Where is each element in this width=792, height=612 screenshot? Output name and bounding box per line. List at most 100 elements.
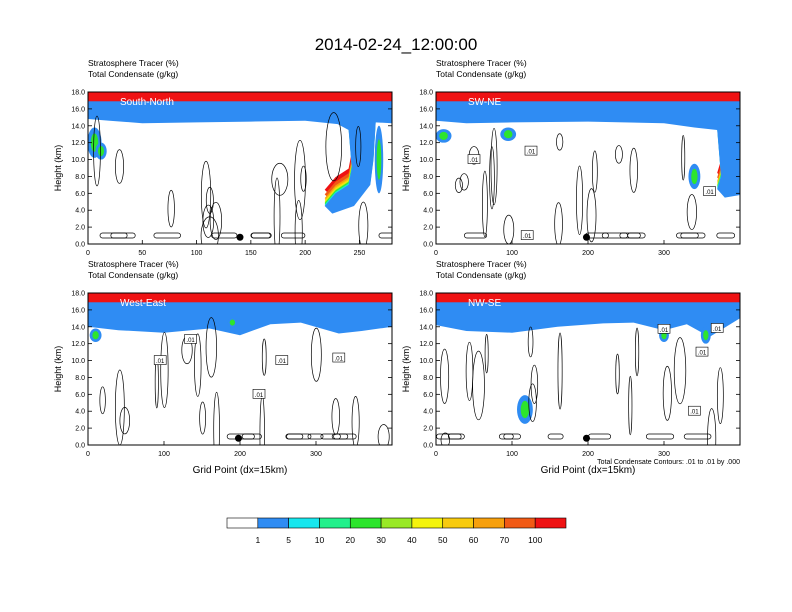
condensate-contour (614, 145, 623, 164)
location-marker (582, 233, 590, 241)
x-tick-label: 0 (86, 451, 90, 458)
x-axis-label: Grid Point (dx=15km) (541, 465, 636, 476)
condensate-contour (273, 177, 281, 244)
y-tick-label: 8.0 (75, 174, 85, 181)
y-tick-label: 18.0 (419, 291, 433, 298)
x-tick-label: 0 (434, 250, 438, 257)
y-tick-label: 18.0 (419, 90, 433, 97)
condensate-contour (294, 200, 303, 244)
x-axis-label: Grid Point (dx=15km) (193, 465, 288, 476)
colorbar-label: 40 (407, 535, 417, 545)
condensate-contour (331, 398, 340, 435)
tracer-top-band (88, 92, 392, 102)
surface-contour (547, 433, 564, 440)
y-tick-label: 2.0 (75, 225, 85, 232)
y-tick-label: 10.0 (419, 157, 433, 164)
y-tick-label: 2.0 (423, 426, 433, 433)
tracer-feature-core-2 (229, 319, 236, 326)
y-tick-label: 10.0 (71, 157, 85, 164)
surface-contour (307, 433, 324, 440)
y-axis-label: Height (km) (53, 145, 63, 192)
y-tick-label: 16.0 (419, 307, 433, 314)
plot-area (88, 92, 392, 244)
colorbar-swatch-6 (380, 517, 413, 529)
y-tick-label: 6.0 (75, 392, 85, 399)
condensate-contour (681, 134, 686, 181)
contour-label: .01 (705, 190, 714, 196)
y-tick-label: 12.0 (71, 341, 85, 348)
tracer-feature-core-1 (520, 400, 530, 419)
condensate-contour (199, 401, 206, 435)
contour-label: .01 (698, 351, 707, 357)
condensate-contour (200, 160, 212, 229)
condensate-contour (628, 375, 633, 436)
surface-contour (241, 433, 262, 440)
condensate-contour (673, 337, 687, 405)
y-tick-label: 4.0 (75, 409, 85, 416)
condensate-contour (119, 407, 130, 435)
condensate-contour (530, 364, 539, 404)
surface-contour (627, 232, 646, 239)
x-tick-label: 0 (86, 250, 90, 257)
condensate-contour (377, 424, 390, 445)
condensate-contour (205, 317, 217, 378)
condensate-contour (459, 173, 469, 191)
x-tick-label: 100 (191, 250, 203, 257)
condensate-contour (527, 326, 534, 358)
colorbar-label: 30 (376, 535, 386, 545)
condensate-contour (472, 350, 485, 421)
contour-label-box (657, 324, 671, 334)
panel-label: West-East (120, 298, 166, 309)
colorbar-label: 50 (438, 535, 448, 545)
y-tick-label: 4.0 (423, 409, 433, 416)
contour-label: .01 (523, 234, 532, 240)
panel-2: .01 .01 .01 .01 SW-NE Stratosphere Tracer (%)… (401, 58, 741, 257)
y-tick-label: 16.0 (71, 307, 85, 314)
condensate-contour (686, 194, 697, 230)
panel-title-line: Stratosphere Tracer (%) (88, 58, 179, 68)
y-tick-label: 14.0 (71, 123, 85, 130)
contour-label-box (184, 334, 197, 344)
colorbar-swatch-2 (257, 517, 289, 529)
x-tick-label: 300 (658, 451, 670, 458)
y-tick-label: 6.0 (423, 191, 433, 198)
y-tick-label: 16.0 (71, 106, 85, 113)
colorbar-label: 100 (528, 535, 542, 545)
y-tick-label: 12.0 (419, 341, 433, 348)
x-tick-label: 200 (582, 250, 594, 257)
tracer-feature-core-3 (376, 139, 382, 180)
condensate-contour (554, 202, 563, 244)
condensate-contour (440, 348, 450, 404)
panel-1: South-North Stratosphere Tracer (%)Total … (53, 58, 393, 257)
condensate-contour (355, 126, 362, 167)
y-tick-label: 0.0 (423, 242, 433, 249)
contour-footnote: Total Condensate Contours: .01 to .01 by… (597, 459, 740, 466)
plot-area: .01 .01 .01 .01 (436, 293, 740, 445)
y-tick-label: 4.0 (75, 208, 85, 215)
contour-label: .01 (278, 359, 287, 365)
condensate-contour (615, 353, 620, 395)
contour-label: .01 (335, 357, 344, 363)
condensate-contour (629, 147, 638, 193)
y-axis-label: Height (km) (401, 346, 411, 393)
panel-title-line: Stratosphere Tracer (%) (88, 259, 179, 269)
x-tick-label: 300 (658, 250, 670, 257)
tracer-band-10 (436, 92, 740, 198)
tracer-band-10 (88, 92, 392, 214)
y-tick-label: 14.0 (419, 324, 433, 331)
panel-title-line: Total Condensate (g/kg) (88, 69, 178, 79)
plot-area: .01 .01 .01 .01 (436, 92, 740, 244)
y-tick-label: 12.0 (71, 140, 85, 147)
condensate-contour (707, 408, 717, 445)
contour-label: .01 (660, 328, 669, 334)
tracer-band-10 (88, 293, 392, 336)
colorbar-label: 5 (286, 535, 291, 545)
colorbar-swatch-10 (504, 517, 536, 529)
condensate-contour (716, 367, 724, 424)
y-tick-label: 0.0 (75, 443, 85, 450)
panel-3: .01 .01 .01 .01 .01 West-East Stratosphere Tra… (53, 259, 393, 476)
colorbar-swatch-11 (534, 517, 567, 529)
panel-label: South-North (120, 97, 174, 108)
contour-label-box (153, 355, 167, 365)
contour-label-box (710, 323, 724, 333)
